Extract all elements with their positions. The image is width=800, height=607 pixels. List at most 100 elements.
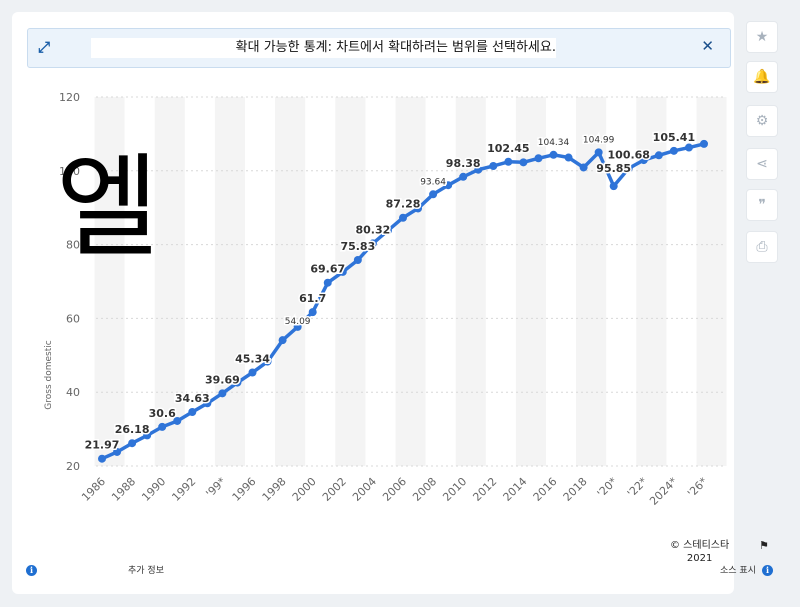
plot-band bbox=[94, 97, 125, 466]
plot-band bbox=[455, 97, 486, 466]
data-label: 104.99 bbox=[583, 135, 615, 145]
data-point[interactable] bbox=[248, 368, 257, 377]
plot-band bbox=[214, 97, 245, 466]
show-source-link[interactable]: 소스 표시 bbox=[720, 566, 756, 576]
more-info-link[interactable]: 추가 정보 bbox=[128, 566, 164, 576]
data-point[interactable] bbox=[684, 143, 693, 152]
data-point[interactable] bbox=[293, 322, 302, 331]
data-point[interactable] bbox=[609, 182, 618, 191]
source-info-icon[interactable]: i bbox=[762, 565, 773, 576]
x-tick-label: 1988 bbox=[109, 475, 138, 504]
gear-button[interactable]: ⚙ bbox=[746, 105, 778, 137]
x-tick-label: '22* bbox=[625, 475, 650, 500]
data-point[interactable] bbox=[579, 163, 588, 172]
close-icon[interactable]: ✕ bbox=[701, 37, 714, 55]
data-point[interactable] bbox=[534, 154, 543, 163]
data-point[interactable] bbox=[128, 439, 137, 448]
x-tick-label: 1996 bbox=[230, 475, 259, 504]
data-point[interactable] bbox=[594, 148, 603, 157]
print-button[interactable]: ⎙ bbox=[746, 231, 778, 263]
y-tick-label: 60 bbox=[66, 312, 80, 325]
gear-icon: ⚙ bbox=[755, 113, 769, 129]
x-tick-label: 2002 bbox=[320, 475, 349, 504]
info-icon[interactable]: i bbox=[26, 565, 37, 576]
data-point[interactable] bbox=[278, 336, 287, 345]
x-tick-label: 2010 bbox=[440, 475, 469, 504]
data-point[interactable] bbox=[218, 389, 227, 398]
data-label: 39.69 bbox=[205, 373, 240, 386]
data-point[interactable] bbox=[263, 357, 272, 366]
quote-icon: ❞ bbox=[758, 197, 766, 213]
data-point[interactable] bbox=[188, 408, 197, 417]
data-point[interactable] bbox=[233, 378, 242, 387]
data-point[interactable] bbox=[323, 278, 332, 287]
data-point[interactable] bbox=[639, 156, 648, 165]
flag-icon[interactable]: ⚑ bbox=[759, 539, 769, 552]
data-point[interactable] bbox=[549, 150, 558, 159]
bell-button[interactable]: 🔔 bbox=[746, 61, 778, 93]
plot-band bbox=[154, 97, 185, 466]
expand-icon[interactable]: ⤢ bbox=[38, 38, 51, 56]
data-point[interactable] bbox=[98, 454, 106, 463]
data-label: 105.41 bbox=[653, 131, 695, 144]
x-tick-label: 2000 bbox=[290, 475, 319, 504]
data-point[interactable] bbox=[399, 213, 407, 222]
data-point[interactable] bbox=[383, 226, 392, 235]
data-point[interactable] bbox=[158, 422, 167, 431]
data-label: 100.68 bbox=[608, 148, 650, 161]
data-label: 61.7 bbox=[299, 292, 326, 305]
print-icon: ⎙ bbox=[756, 239, 768, 255]
data-point[interactable] bbox=[353, 255, 362, 264]
quote-button[interactable]: ❞ bbox=[746, 189, 778, 221]
data-label: 21.97 bbox=[85, 439, 120, 452]
data-label: 93.64 bbox=[420, 177, 446, 187]
data-point[interactable] bbox=[654, 151, 663, 160]
copyright: © 스테티스타 2021 bbox=[670, 539, 729, 565]
data-point[interactable] bbox=[429, 190, 438, 199]
data-point[interactable] bbox=[113, 447, 122, 456]
data-label: 26.18 bbox=[115, 423, 150, 436]
zoom-info-banner: ⤢ 확대 가능한 통계: 차트에서 확대하려는 범위를 선택하세요. ✕ bbox=[27, 28, 731, 68]
banner-message: 확대 가능한 통계: 차트에서 확대하려는 범위를 선택하세요. bbox=[91, 38, 556, 58]
x-tick-label: 2016 bbox=[531, 475, 560, 504]
data-point[interactable] bbox=[489, 162, 498, 171]
data-point[interactable] bbox=[474, 165, 483, 174]
data-point[interactable] bbox=[700, 139, 708, 148]
data-label: 80.32 bbox=[356, 223, 391, 236]
x-tick-label: 2008 bbox=[410, 475, 439, 504]
chart-card bbox=[12, 12, 734, 594]
data-point[interactable] bbox=[143, 431, 152, 440]
y-tick-label: 100 bbox=[59, 165, 80, 178]
copyright-line1: © 스테티스타 bbox=[670, 540, 730, 551]
data-point[interactable] bbox=[368, 239, 377, 248]
y-tick-label: 40 bbox=[66, 386, 80, 399]
overlay-character: 엘 bbox=[56, 143, 160, 273]
data-point[interactable] bbox=[203, 399, 212, 408]
data-point[interactable] bbox=[173, 416, 182, 425]
x-tick-label: 1992 bbox=[169, 475, 198, 504]
y-tick-label: 120 bbox=[59, 91, 80, 104]
data-point[interactable] bbox=[444, 181, 453, 190]
share-icon: ⋖ bbox=[756, 156, 768, 172]
x-tick-label: 1990 bbox=[139, 475, 168, 504]
x-tick-label: '99* bbox=[203, 475, 228, 500]
data-point[interactable] bbox=[669, 146, 678, 155]
x-tick-label: 2006 bbox=[380, 475, 409, 504]
x-tick-label: 2012 bbox=[470, 475, 499, 504]
star-button[interactable]: ★ bbox=[746, 21, 778, 53]
data-point[interactable] bbox=[459, 172, 468, 181]
plot-band bbox=[275, 97, 306, 466]
y-axis-label: Gross domestic bbox=[44, 340, 54, 409]
data-point[interactable] bbox=[338, 267, 347, 276]
data-point[interactable] bbox=[624, 164, 633, 173]
share-button[interactable]: ⋖ bbox=[746, 148, 778, 180]
data-point[interactable] bbox=[519, 158, 528, 167]
x-tick-label: '26* bbox=[685, 475, 710, 500]
y-tick-label: 80 bbox=[66, 239, 80, 252]
data-label: 102.45 bbox=[487, 142, 529, 155]
data-point[interactable] bbox=[504, 157, 513, 166]
data-point[interactable] bbox=[308, 308, 317, 317]
data-point[interactable] bbox=[564, 153, 573, 162]
data-point[interactable] bbox=[414, 204, 423, 213]
